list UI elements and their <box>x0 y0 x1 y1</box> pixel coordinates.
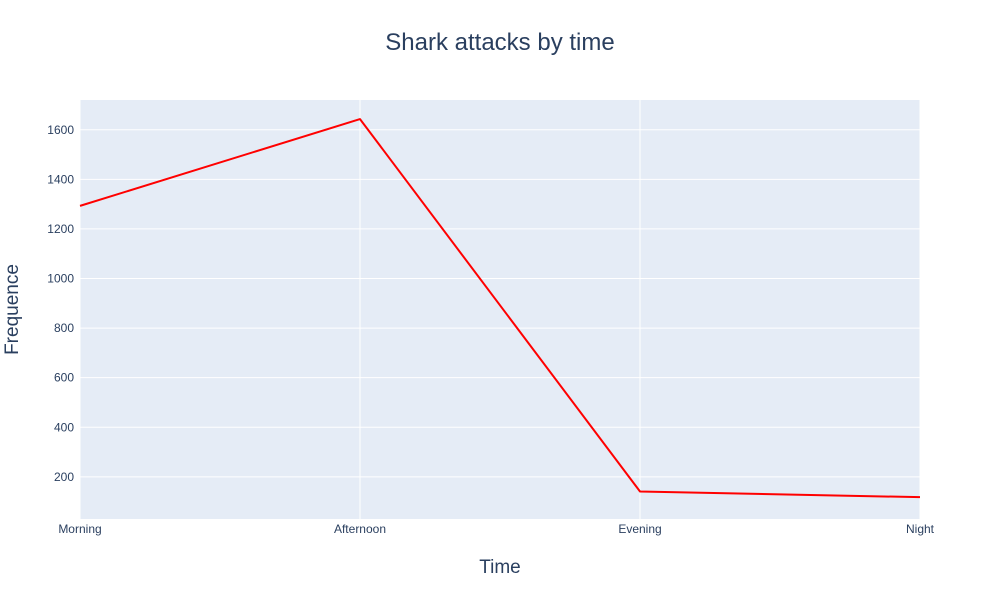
y-tick-label: 800 <box>54 321 74 335</box>
x-axis-title: Time <box>479 557 521 578</box>
y-tick-label: 200 <box>54 470 74 484</box>
chart-title: Shark attacks by time <box>385 29 614 56</box>
grid-lines <box>79 100 921 519</box>
x-tick-label: Evening <box>618 522 661 536</box>
y-tick-label: 1400 <box>47 172 74 186</box>
y-tick-label: 1600 <box>47 123 74 137</box>
tick-labels: 200 400 600 800 1000 1200 1400 1600 Morning After… <box>47 123 934 536</box>
series-line <box>79 118 921 499</box>
y-tick-label: 1200 <box>47 222 74 236</box>
x-tick-label: Night <box>906 522 935 536</box>
y-tick-label: 600 <box>54 371 74 385</box>
y-tick-label: 1000 <box>47 272 74 286</box>
y-tick-label: 400 <box>54 420 74 434</box>
plot-background <box>80 100 920 519</box>
x-tick-label: Afternoon <box>334 522 386 536</box>
series-layer <box>79 118 921 499</box>
x-tick-label: Morning <box>58 522 101 536</box>
y-axis-title: Frequence <box>2 264 23 355</box>
